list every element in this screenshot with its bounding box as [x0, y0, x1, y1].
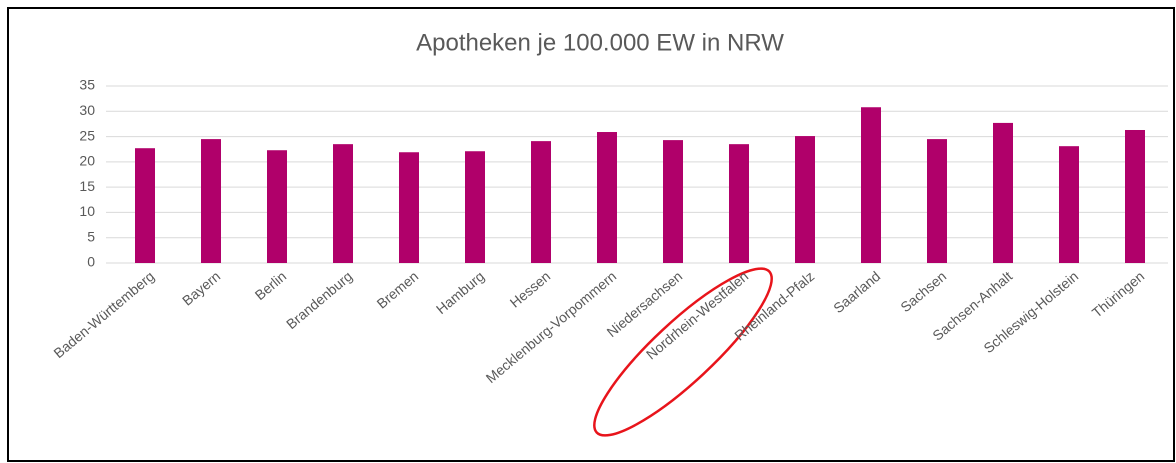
x-tick-label: Hamburg — [433, 268, 487, 317]
chart-title: Apotheken je 100.000 EW in NRW — [416, 29, 784, 56]
y-tick-label: 20 — [79, 153, 95, 169]
bar — [465, 151, 485, 263]
y-tick-label: 10 — [79, 203, 95, 219]
bar — [993, 122, 1013, 263]
bar — [861, 107, 881, 264]
x-tick-label: Baden-Württemberg — [50, 268, 157, 361]
bar — [729, 144, 749, 263]
y-tick-label: 35 — [79, 77, 95, 93]
bar — [399, 152, 419, 263]
x-tick-label: Bremen — [373, 268, 421, 312]
chart-frame — [7, 7, 1175, 462]
bar — [267, 150, 287, 263]
y-tick-label: 30 — [79, 102, 95, 118]
x-tick-label: Berlin — [252, 268, 290, 303]
x-tick-label: Hessen — [507, 268, 554, 311]
bar — [531, 141, 551, 263]
bar — [1059, 146, 1079, 263]
bar — [927, 139, 947, 263]
bar — [135, 148, 155, 263]
highlight-ellipse — [593, 267, 773, 437]
x-tick-label: Bayern — [179, 268, 223, 309]
x-tick-label: Thüringen — [1089, 268, 1148, 321]
y-tick-label: 0 — [87, 254, 95, 270]
bar — [663, 140, 683, 263]
y-tick-label: 5 — [87, 228, 95, 244]
y-tick-label: 25 — [79, 127, 95, 143]
bar — [597, 132, 617, 263]
y-tick-label: 15 — [79, 178, 95, 194]
x-tick-label: Sachsen — [897, 268, 949, 315]
bar — [201, 139, 221, 263]
x-tick-label: Saarland — [830, 268, 883, 316]
bar — [795, 136, 815, 263]
x-tick-label: Mecklenburg-Vorpommern — [483, 268, 620, 386]
bar — [333, 144, 353, 263]
bar — [1125, 129, 1145, 263]
x-tick-label: Brandenburg — [283, 268, 355, 332]
